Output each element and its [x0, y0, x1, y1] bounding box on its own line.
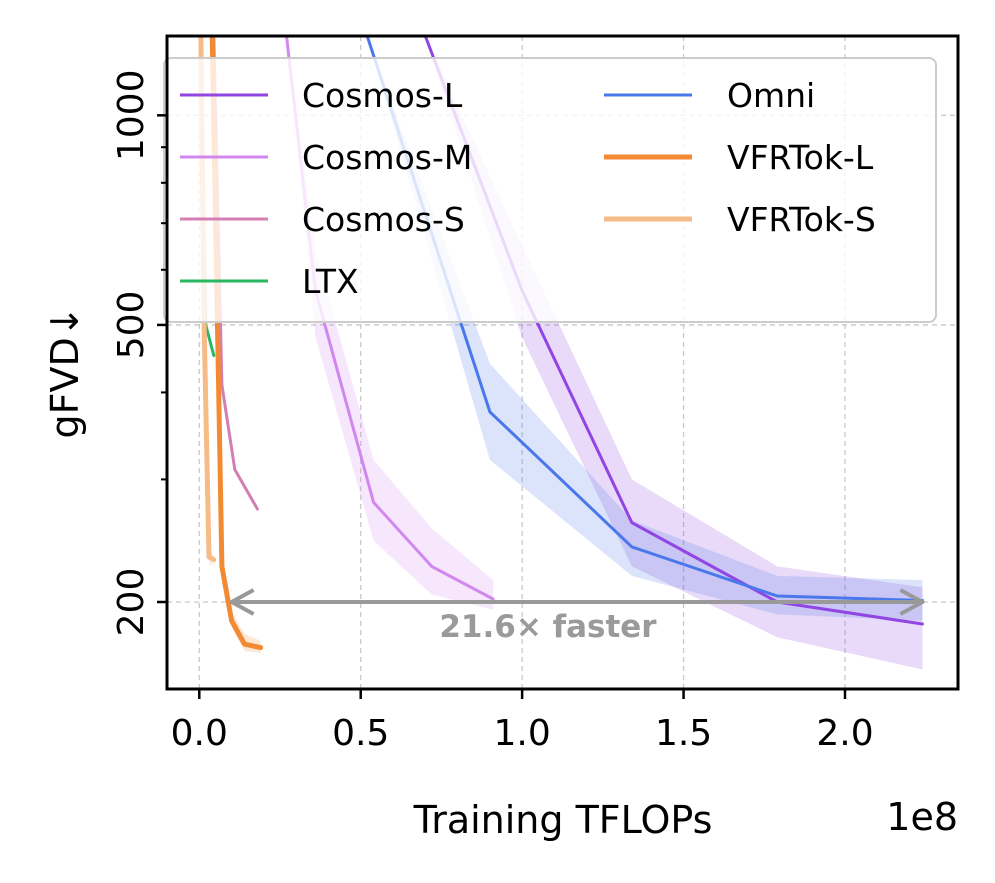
y-axis-label: gFVD↓ [43, 305, 87, 438]
y-tick-label: 200 [111, 568, 152, 637]
x-tick-label: 0.5 [332, 713, 389, 754]
legend-label-vfrtok-l: VFRTok-L [727, 138, 874, 177]
legend-label-ltx: LTX [302, 262, 359, 301]
plot-frame [165, 34, 960, 691]
x-tick-label: 2.0 [816, 713, 873, 754]
y-tick-label: 500 [111, 291, 152, 360]
annotation: 21.6× faster [229, 588, 925, 645]
x-axis-offset-text: 1e8 [886, 795, 958, 839]
x-tick-label: 0.0 [171, 713, 228, 754]
legend-frame [163, 57, 937, 323]
legend-label-cosmos-s: Cosmos-S [302, 200, 465, 239]
x-axis-label: Training TFLOPs [413, 798, 713, 842]
annotation-text: 21.6× faster [439, 609, 657, 645]
legend-label-vfrtok-s: VFRTok-S [727, 200, 876, 239]
y-tick-label: 1000 [111, 70, 152, 162]
legend: Cosmos-L Cosmos-M Cosmos-S LTX Omni VFRTok-L V… [163, 57, 937, 323]
annotation-arrow-head-left [229, 588, 255, 616]
legend-label-cosmos-l: Cosmos-L [302, 76, 463, 115]
axes: 0.0 0.5 1.0 1.5 2.0 200 500 1000 [111, 34, 960, 754]
annotation-arrow-head-right [899, 588, 925, 616]
legend-label-cosmos-m: Cosmos-M [302, 138, 472, 177]
x-tick-label: 1.5 [655, 713, 712, 754]
legend-label-omni: Omni [727, 76, 815, 115]
x-tick-label: 1.0 [494, 713, 551, 754]
band-cosmos-l [425, 36, 923, 670]
series-line-vfrtok-l [209, 36, 264, 651]
